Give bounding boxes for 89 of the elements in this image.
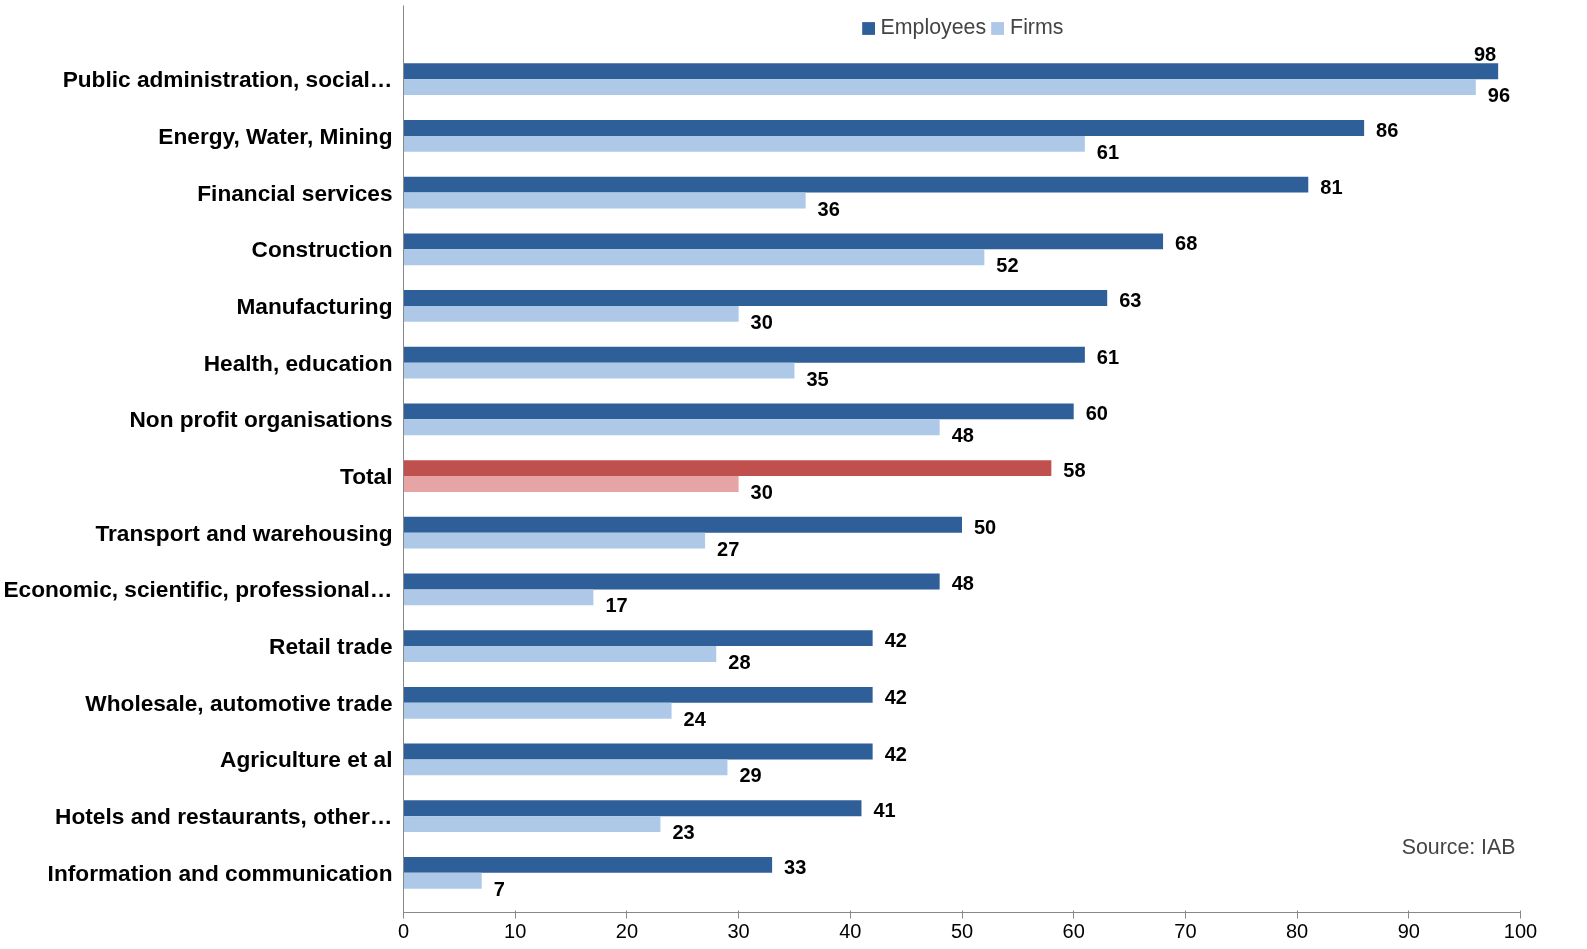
data-label: 33 (784, 855, 807, 878)
bar (403, 532, 706, 549)
y-tick-label: Non profit organisations (129, 406, 393, 433)
bar (403, 79, 1476, 96)
y-tick-label: Health, education (203, 349, 393, 376)
x-tick-label: 30 (727, 919, 750, 942)
y-tick-label: Economic, scientific, professional… (3, 576, 393, 603)
y-tick-label: Total (340, 463, 393, 490)
y-tick-label: Public administration, social… (62, 66, 393, 93)
data-label: 7 (493, 877, 505, 900)
y-tick-label: Retail trade (269, 633, 393, 660)
data-label: 52 (996, 254, 1019, 277)
bar (403, 476, 739, 492)
y-tick-label: Information and communication (47, 859, 393, 886)
x-tick-label: 50 (950, 919, 974, 942)
data-label: 24 (683, 707, 707, 730)
x-tick-label: 10 (504, 919, 527, 942)
y-tick-label: Construction (251, 236, 393, 263)
data-label: 61 (1096, 345, 1120, 368)
bar (403, 63, 1499, 80)
x-tick-label: 80 (1285, 919, 1309, 942)
data-label: 42 (884, 685, 907, 708)
data-label: 96 (1487, 84, 1511, 107)
x-tick-label: 60 (1062, 919, 1085, 942)
bar (403, 403, 1074, 420)
bar (403, 630, 873, 647)
bar (403, 589, 594, 606)
data-label: 48 (951, 572, 974, 595)
y-tick-label: Hotels and restaurants, other… (55, 803, 393, 830)
x-tick-label: 100 (1503, 919, 1538, 942)
bar (403, 419, 940, 436)
data-label: 63 (1119, 289, 1142, 312)
bar (403, 516, 962, 533)
legend-label: Employees (880, 15, 987, 40)
bar (403, 460, 1052, 477)
data-label: 35 (806, 367, 829, 390)
data-label: 86 (1376, 118, 1399, 141)
x-tick-label: 90 (1397, 919, 1420, 942)
data-label: 23 (672, 821, 695, 844)
data-label: 41 (873, 799, 896, 822)
y-tick-label: Transport and warehousing (95, 519, 393, 546)
data-label: 81 (1320, 175, 1343, 198)
data-label: 60 (1085, 402, 1108, 425)
bar (403, 646, 717, 662)
x-tick-label: 40 (839, 919, 862, 942)
data-label: 30 (750, 310, 773, 333)
bar (403, 233, 1164, 250)
data-label: 61 (1096, 140, 1120, 163)
bar (403, 702, 672, 719)
y-tick-label: Agriculture et al (220, 746, 393, 773)
data-label: 36 (817, 197, 840, 220)
bar (403, 249, 985, 266)
bar (403, 743, 873, 760)
data-label: 28 (728, 651, 751, 674)
y-tick-label: Wholesale, automotive trade (85, 689, 393, 716)
data-label: 42 (884, 629, 907, 652)
bar (403, 800, 862, 817)
bar (403, 120, 1365, 136)
data-label: 68 (1175, 232, 1198, 255)
x-tick-label: 20 (615, 919, 639, 942)
annotation: Source: IAB (1401, 835, 1516, 860)
bar (403, 686, 873, 703)
y-tick-label: Financial services (197, 179, 393, 206)
data-label: 29 (739, 764, 762, 787)
data-label: 50 (974, 515, 997, 538)
bar (403, 305, 739, 322)
bar (403, 362, 795, 379)
x-tick-label: 0 (397, 919, 410, 942)
data-label: 42 (884, 742, 907, 765)
data-label: 48 (951, 424, 974, 447)
data-label: 30 (750, 480, 773, 503)
data-label: 27 (717, 537, 740, 560)
data-label: 58 (1063, 459, 1086, 482)
bar (403, 856, 773, 873)
bar (403, 346, 1085, 363)
bar (403, 135, 1085, 152)
bar (403, 176, 1309, 193)
bar (403, 573, 940, 590)
bar (403, 872, 482, 889)
bar (403, 759, 728, 776)
data-label: 17 (605, 594, 628, 617)
bar (403, 192, 806, 209)
x-tick-label: 70 (1174, 919, 1197, 942)
y-tick-label: Manufacturing (236, 292, 393, 319)
bar (403, 816, 661, 832)
y-tick-label: Energy, Water, Mining (158, 122, 393, 149)
data-label: 98 (1473, 43, 1497, 66)
legend-label: Firms (1010, 15, 1064, 40)
bar (403, 290, 1108, 306)
